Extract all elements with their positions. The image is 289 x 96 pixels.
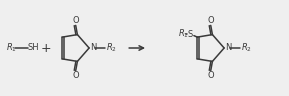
- Text: O: O: [208, 71, 214, 80]
- Text: O: O: [73, 71, 79, 80]
- Text: $\mathit{R}_2$: $\mathit{R}_2$: [241, 42, 252, 54]
- Text: $\mathit{R}_2$: $\mathit{R}_2$: [106, 42, 117, 54]
- Text: O: O: [73, 16, 79, 25]
- Text: O: O: [208, 16, 214, 25]
- Text: SH: SH: [28, 43, 39, 53]
- Text: $\mathit{R}_1$: $\mathit{R}_1$: [6, 42, 17, 54]
- Text: N: N: [226, 43, 232, 53]
- Text: $\mathit{R}_1$: $\mathit{R}_1$: [178, 28, 188, 40]
- Text: N: N: [90, 43, 97, 53]
- Text: +: +: [40, 41, 51, 55]
- Text: S: S: [188, 30, 193, 39]
